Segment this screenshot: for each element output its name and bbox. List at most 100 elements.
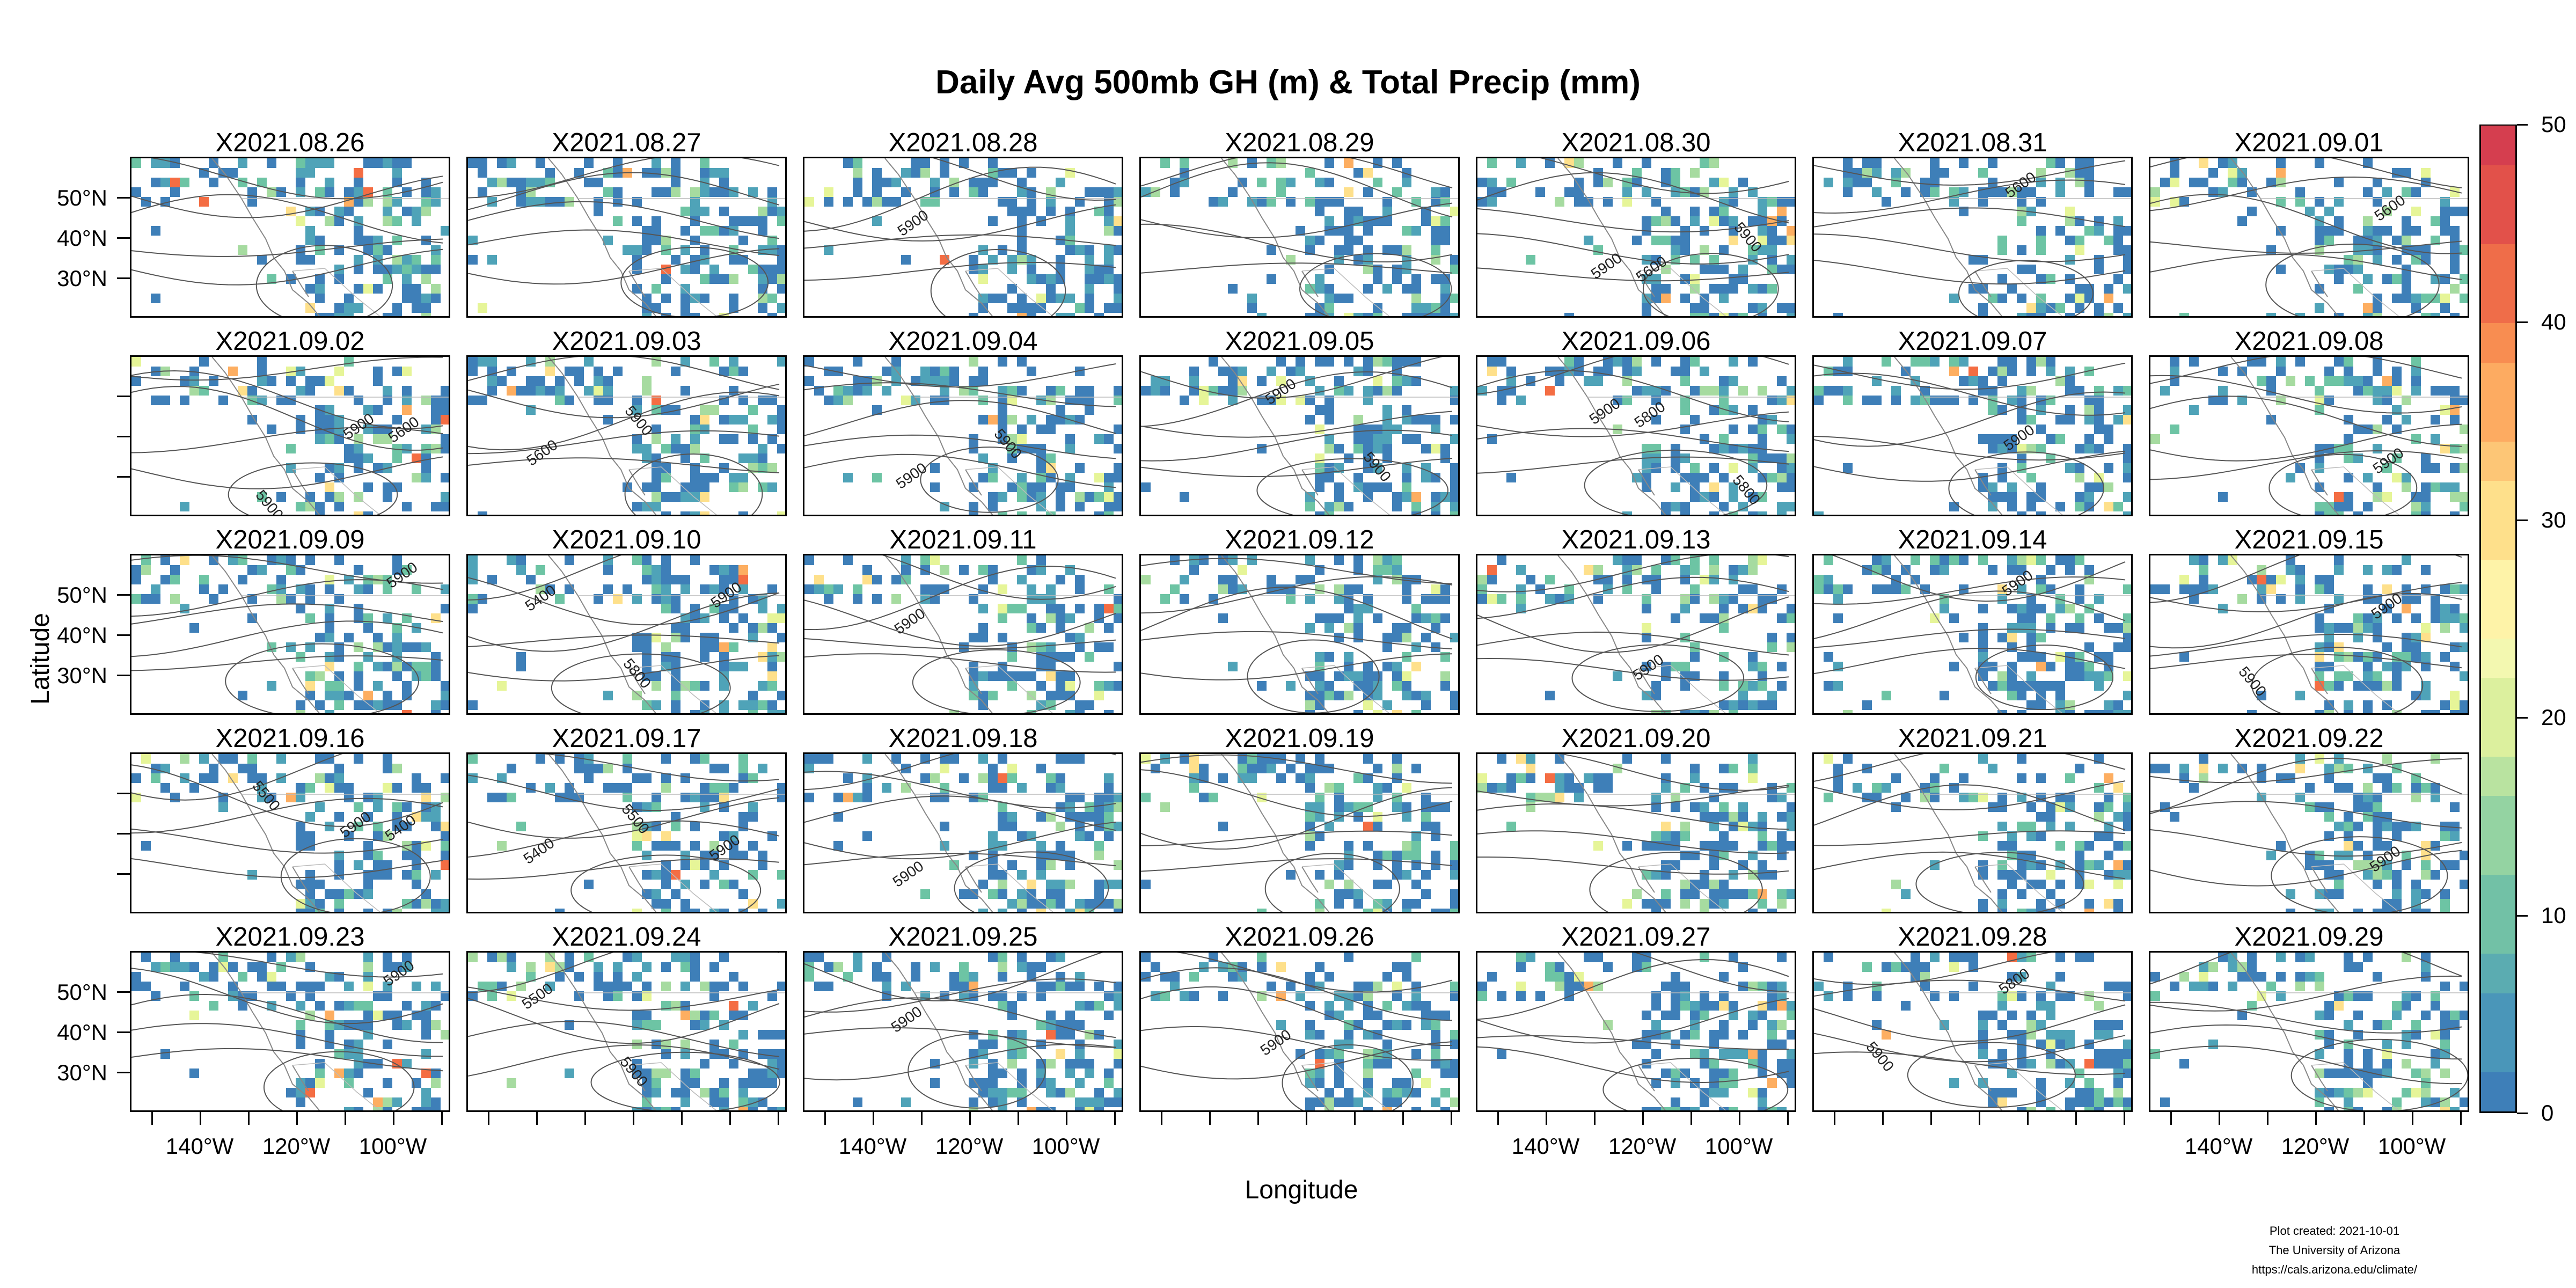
precip-cell [1027,207,1036,216]
precip-cell [1651,802,1661,812]
precip-cell [1046,1030,1056,1040]
precip-cell [1324,396,1334,405]
precip-cell [1315,909,1324,912]
precip-cell [767,482,777,492]
precip-cell [1787,633,1795,642]
precip-cell [441,396,449,405]
precip-cell [2460,294,2468,303]
precip-cell [930,463,940,473]
precip-cell [2189,584,2199,594]
precip-cell [1363,313,1373,316]
precip-cell [2075,555,2084,565]
precip-cell [1421,889,1431,899]
precip-cell [661,236,671,245]
precip-cell [1574,197,1584,207]
precip-cell [969,1059,978,1069]
precip-cell [1758,284,1767,294]
precip-cell [1286,584,1296,594]
precip-cell [1324,178,1334,187]
precip-cell [2460,425,2468,434]
precip-cell [1603,178,1613,187]
height-contour [1477,208,1789,233]
precip-cell [1787,482,1795,492]
precip-cell [2036,555,2046,565]
precip-cell [1777,851,1787,860]
precip-cell [978,415,988,425]
precip-cell [1787,197,1795,207]
precip-cell [1017,207,1027,216]
precip-cell [2276,178,2286,187]
precip-cell [1065,473,1075,482]
precip-cell [700,652,709,662]
precip-cell [1392,492,1402,502]
precip-cell [2440,604,2450,613]
precip-cell [1334,860,1344,870]
map-svg: 5900 [804,158,1122,316]
precip-cell [1382,405,1392,415]
precip-cell [1392,245,1402,255]
precip-cell [1824,754,1833,764]
precip-cell [2431,294,2440,303]
precip-cell [1709,565,1719,575]
precip-cell [1141,386,1151,396]
contour-label: 5900 [890,858,927,890]
precip-cell [383,1040,392,1049]
precip-cell [2113,216,2123,226]
height-contour [255,245,393,316]
precip-cell [402,565,412,575]
precip-cell [2046,662,2055,671]
precip-cell [988,294,998,303]
precip-cell [2295,764,2305,773]
precip-cell [1872,396,1882,405]
precip-cell [1526,802,1535,812]
precip-cell [1978,793,1988,802]
precip-cell [325,313,334,316]
precip-cell [661,565,671,575]
precip-cell [719,831,729,841]
precip-cell [1613,158,1622,168]
precip-cell [1978,899,1988,909]
precip-cell [1421,207,1431,216]
precip-cell [1487,178,1497,187]
precip-cell [1671,613,1680,623]
precip-cell [2199,555,2208,565]
precip-cell [680,207,690,216]
precip-cell [2411,793,2421,802]
precip-cell [603,584,613,594]
precip-cell [700,1059,709,1069]
precip-cell [2055,841,2065,851]
precip-cell [1344,594,1353,604]
precip-cell [1709,444,1719,453]
precip-cell [2431,870,2440,880]
precip-cell [1506,773,1516,783]
precip-cell [2363,793,2373,802]
panel-title: X2021.09.04 [888,327,1038,356]
precip-cell [1891,178,1901,187]
precip-cell [2363,226,2373,236]
precip-cell [1114,463,1122,473]
precip-cell [1622,396,1632,405]
precip-cell [1160,158,1170,168]
precip-cell [1719,444,1729,453]
precip-cell [354,642,363,652]
precip-cell [441,773,449,783]
precip-cell [1373,313,1382,316]
precip-cell [1777,662,1787,671]
precip-cell [2392,367,2402,376]
precip-cell [431,899,441,909]
precip-cell [1017,1030,1027,1040]
precip-cell [709,982,719,991]
height-contour [1141,202,1453,239]
precip-cell [2334,313,2344,316]
precip-cell [402,502,412,511]
precip-cell [1680,594,1690,604]
precip-cell [1431,822,1440,831]
precip-cell [2026,367,2036,376]
height-contour [2271,836,2448,912]
precip-cell [334,594,344,604]
precip-cell [2286,473,2295,482]
precip-cell [988,953,998,962]
precip-cell [700,274,709,284]
precip-cell [671,1088,680,1097]
